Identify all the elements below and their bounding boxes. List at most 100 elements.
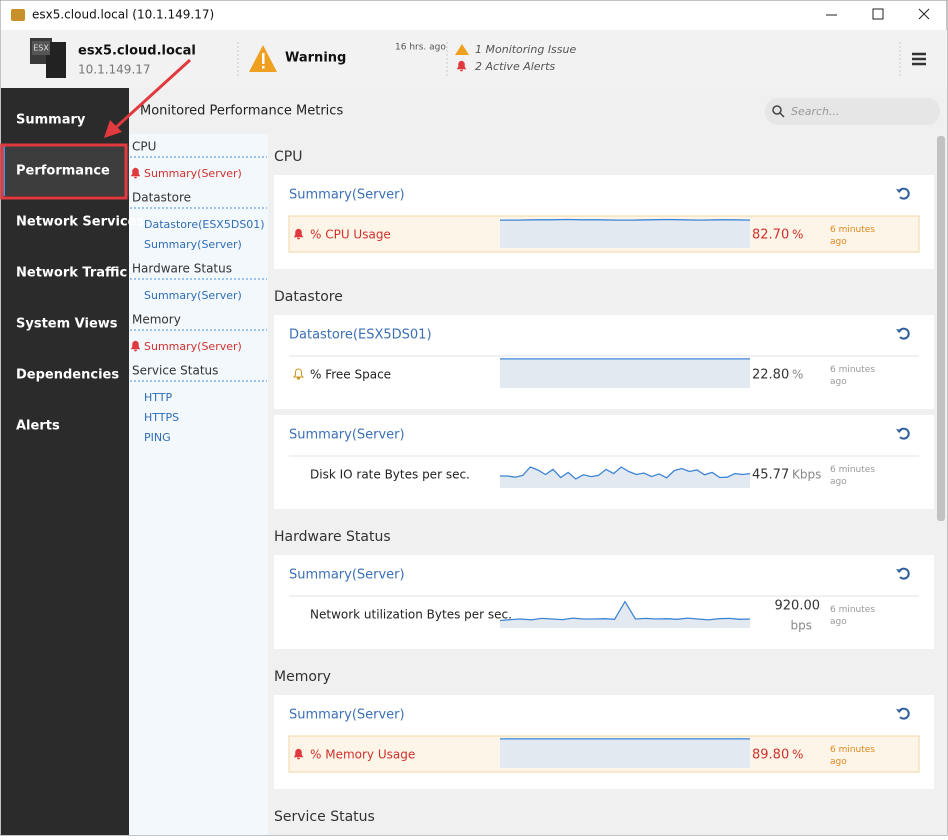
tree-item[interactable]: Summary(Server) <box>144 238 242 251</box>
bell-icon <box>130 340 141 352</box>
metric-time: 6 minutes ago <box>830 745 875 767</box>
menu-button[interactable] <box>912 52 926 66</box>
sidebar <box>1 88 129 835</box>
refresh-arrow <box>896 429 902 433</box>
nav-item[interactable]: Network Traffic <box>16 266 127 281</box>
section-title: CPU <box>274 149 302 165</box>
metric-unit: bps <box>791 619 813 633</box>
metric-value: 89.80 <box>752 748 789 763</box>
nav-item[interactable]: System Views <box>16 317 118 332</box>
maximize-button[interactable] <box>872 8 884 20</box>
sparkline-area <box>500 601 750 628</box>
sparkline <box>499 600 751 622</box>
metric-time: 6 minutes ago <box>830 225 875 247</box>
bell-icon <box>456 60 467 72</box>
nav-selected <box>1 146 129 196</box>
metric-unit: % <box>792 228 803 242</box>
tree-item[interactable]: PING <box>144 431 171 444</box>
search-icon-handle <box>779 112 785 118</box>
sparkline <box>500 218 751 221</box>
tree-item[interactable]: HTTPS <box>144 411 179 424</box>
search-icon <box>772 105 782 115</box>
refresh-icon[interactable] <box>898 707 910 720</box>
section-title: Datastore <box>274 289 343 305</box>
annotation-box <box>0 143 128 200</box>
metric-time: 6 minutes ago <box>830 365 875 387</box>
svg-text:ESX: ESX <box>33 44 49 53</box>
issue-warning-icon <box>455 44 469 55</box>
sparkline-area <box>500 467 750 488</box>
section-title: Service Status <box>274 809 375 825</box>
nav-item[interactable]: Network Services <box>16 215 144 230</box>
nav-item[interactable]: Summary <box>16 113 86 128</box>
tree-group: Hardware Status <box>132 262 232 276</box>
server-icon: ESX <box>30 38 66 78</box>
tree-group: Service Status <box>132 364 218 378</box>
refresh-icon[interactable] <box>898 327 910 340</box>
tree-group: Memory <box>132 313 181 327</box>
card-title: Summary(Server) <box>289 428 405 443</box>
status-time: 16 hrs. ago <box>395 43 446 53</box>
bell-icon <box>130 167 141 179</box>
tree-item[interactable]: HTTP <box>144 391 173 404</box>
metric-value: 45.77 <box>752 468 789 483</box>
card-title: Summary(Server) <box>289 568 405 583</box>
bell-icon <box>293 748 304 760</box>
metric-name: % Free Space <box>310 368 391 382</box>
search-placeholder: Search... <box>791 105 840 118</box>
search-box[interactable] <box>765 98 940 125</box>
scrollbar-thumb[interactable] <box>937 136 945 521</box>
card-title: Summary(Server) <box>289 188 405 203</box>
refresh-arrow <box>896 569 902 573</box>
metric-value: 82.70 <box>752 228 789 243</box>
section-title: Hardware Status <box>274 529 391 545</box>
tree-group: Datastore <box>132 191 191 205</box>
refresh-icon[interactable] <box>898 427 910 440</box>
metric-card <box>274 415 934 509</box>
tree-panel <box>129 134 268 835</box>
close-button[interactable] <box>918 8 930 20</box>
app-icon <box>11 9 25 21</box>
host-ip: 10.1.149.17 <box>78 63 151 77</box>
metric-unit: % <box>792 748 803 762</box>
dynamic-content: esx5.cloud.local 10.1.149.17 Warning 16 hrs… <box>0 43 934 825</box>
refresh-arrow <box>896 189 902 193</box>
refresh-arrow <box>896 329 902 333</box>
metric-time: 6 minutes ago <box>830 605 875 627</box>
status-text: Warning <box>285 51 346 66</box>
refresh-arrow <box>896 709 902 713</box>
metric-value: 22.80 <box>752 368 789 383</box>
sparkline-area <box>500 738 750 768</box>
window-title: esx5.cloud.local (10.1.149.17) <box>32 8 214 22</box>
tree-item[interactable]: Datastore(ESX5DS01) <box>144 218 265 231</box>
tree-item[interactable]: Summary(Server) <box>144 289 242 302</box>
issue-text: 1 Monitoring Issue <box>475 43 576 56</box>
tree-group: CPU <box>132 140 156 154</box>
metric-unit: Kbps <box>792 468 821 482</box>
metric-name: % CPU Usage <box>310 228 391 242</box>
bell-icon <box>293 228 304 240</box>
tree-item[interactable]: Summary(Server) <box>144 167 242 180</box>
panel-title: Monitored Performance Metrics <box>140 104 343 119</box>
tree-item[interactable]: Summary(Server) <box>144 340 242 353</box>
sparkline-area <box>500 358 750 388</box>
sparkline-area <box>500 219 750 248</box>
warning-icon <box>249 45 277 72</box>
refresh-icon[interactable] <box>898 187 910 200</box>
nav-item[interactable]: Dependencies <box>16 368 119 383</box>
metric-unit: % <box>792 368 803 382</box>
metric-value: 920.00 <box>775 599 821 614</box>
nav-item[interactable]: Performance <box>16 164 110 179</box>
card-title: Datastore(ESX5DS01) <box>289 328 432 343</box>
refresh-icon[interactable] <box>898 567 910 580</box>
bell-icon <box>293 368 304 380</box>
nav-item[interactable]: Alerts <box>16 419 60 434</box>
card-title: Summary(Server) <box>289 708 405 723</box>
metric-time: 6 minutes ago <box>830 465 875 487</box>
header-bar <box>1 30 947 88</box>
metric-name: Disk IO rate Bytes per sec. <box>310 468 470 482</box>
issue-text: 2 Active Alerts <box>475 60 555 73</box>
host-name: esx5.cloud.local <box>78 44 196 59</box>
annotation-arrow <box>104 58 192 138</box>
